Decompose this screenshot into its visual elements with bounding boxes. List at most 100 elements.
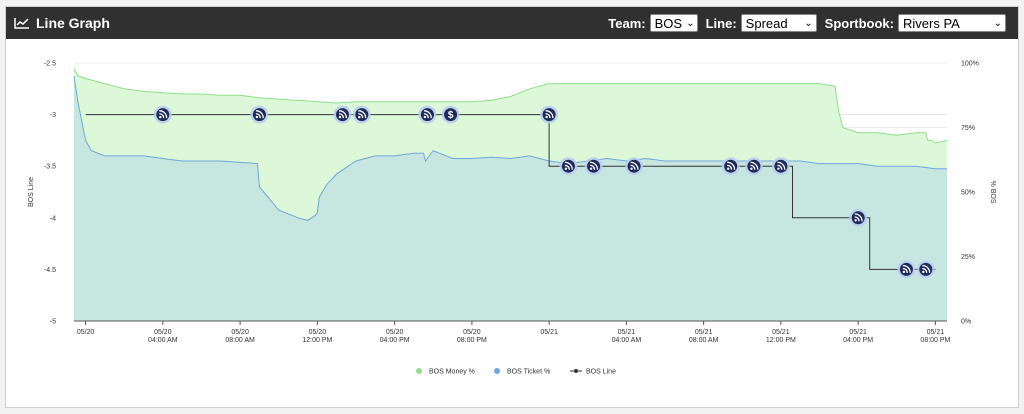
legend-swatch (494, 368, 500, 374)
line-chart-icon (14, 18, 29, 29)
x-tick-label: 08:00 PM (457, 337, 487, 344)
y-left-tick-label: -3 (50, 112, 56, 119)
y-right-tick-label: 50% (961, 190, 975, 197)
x-tick-label: 05/20 (386, 329, 404, 336)
rss-arc (922, 267, 928, 273)
rss-icon (849, 208, 868, 227)
rss-dot (922, 270, 925, 274)
team-select-value: BOS (654, 15, 683, 31)
chevron-down-icon: ⌄ (993, 17, 1002, 29)
rss-icon (721, 157, 740, 176)
x-tick-label: 08:00 AM (225, 337, 255, 344)
rss-icon (897, 260, 916, 279)
rss-icon (559, 157, 578, 176)
rss-arc (750, 164, 756, 170)
rss-arc (727, 164, 733, 170)
rss-icon (584, 157, 603, 176)
rss-arc (777, 161, 786, 170)
sportbook-select-value: Rivers PA (903, 15, 960, 31)
rss-arc (159, 113, 165, 119)
line-label: Line: (705, 15, 737, 31)
rss-icon (333, 105, 352, 124)
rss-dot (589, 167, 593, 170)
team-label: Team: (608, 15, 646, 31)
rss-arc (854, 216, 860, 222)
rss-arc (854, 213, 863, 222)
rss-icon (625, 157, 644, 176)
rss-icon (771, 157, 790, 176)
series-line-bos-money- (73, 67, 948, 144)
chevron-down-icon: ⌄ (686, 17, 695, 29)
legend-label: BOS Line (586, 369, 616, 376)
rss-icon (250, 105, 269, 124)
rss-arc (338, 110, 347, 119)
rss-arc (630, 161, 639, 170)
rss-icon (418, 105, 437, 124)
x-tick-label: 05/21 (772, 329, 790, 336)
x-tick-label: 05/20 (309, 329, 327, 336)
legend-label: BOS Money % (429, 369, 475, 376)
x-tick-label: 05/21 (695, 329, 713, 336)
rss-dot (854, 219, 857, 222)
rss-icon (916, 260, 935, 279)
rss-arc (423, 113, 429, 119)
rss-arc (358, 113, 364, 119)
rss-dot (564, 167, 568, 170)
rss-arc (255, 113, 261, 119)
x-tick-label: 04:00 AM (612, 337, 642, 344)
rss-dot (902, 270, 906, 274)
legend-item: BOS Money % (416, 368, 475, 376)
dollar-icon: $ (441, 105, 460, 124)
rss-arc (630, 164, 636, 170)
rss-arc (902, 267, 908, 273)
rss-dot (545, 115, 548, 119)
x-tick-label: 08:00 AM (689, 337, 719, 344)
y-left-tick-label: -5 (50, 319, 56, 326)
rss-arc (727, 161, 736, 170)
rss-icon (352, 105, 371, 124)
rss-dot (255, 115, 259, 119)
y-left-tick-label: -4 (50, 215, 56, 222)
legend-item: BOS Line (570, 369, 616, 376)
x-tick-label: 05/20 (154, 329, 172, 336)
sportbook-select[interactable]: Rivers PA ⌄ (898, 14, 1006, 32)
x-tick-label: 05/20 (77, 329, 95, 336)
x-tick-label: 12:00 PM (766, 337, 796, 344)
x-tick-label: 05/21 (849, 329, 867, 336)
line-graph-panel: Line Graph Team: BOS ⌄ Line: Spread ⌄ Sp… (5, 6, 1019, 408)
team-select[interactable]: BOS ⌄ (649, 14, 698, 32)
x-tick-label: 04:00 AM (148, 337, 178, 344)
rss-icon (153, 105, 172, 124)
chevron-down-icon: ⌄ (804, 17, 813, 29)
rss-arc (922, 264, 931, 273)
rss-arc (545, 110, 554, 119)
y-right-axis-title: % BOS (989, 181, 996, 204)
rss-dot (727, 167, 730, 170)
y-left-tick-label: -4.5 (44, 267, 56, 274)
rss-dot (630, 167, 633, 170)
y-right-tick-label: 75% (961, 125, 975, 132)
line-select-value: Spread (745, 15, 788, 31)
legend-swatch-dot (574, 369, 578, 373)
rss-dot (159, 115, 162, 119)
rss-arc (255, 110, 264, 119)
rss-dot (338, 115, 342, 119)
x-tick-label: 05/20 (463, 329, 481, 336)
rss-arc (564, 161, 573, 170)
legend-label: BOS Ticket % (507, 369, 550, 376)
rss-arc (545, 113, 551, 119)
rss-arc (590, 164, 596, 170)
line-select[interactable]: Spread ⌄ (740, 14, 817, 32)
rss-arc (338, 113, 344, 119)
panel-header: Line Graph Team: BOS ⌄ Line: Spread ⌄ Sp… (6, 7, 1018, 39)
rss-icon (744, 157, 763, 176)
y-right-tick-label: 100% (961, 61, 979, 68)
panel-title: Line Graph (36, 15, 110, 31)
x-tick-label: 05/20 (231, 329, 249, 336)
rss-arc (159, 110, 168, 119)
x-tick-label: 08:00 PM (920, 337, 950, 344)
x-tick-label: 05/21 (540, 329, 558, 336)
area-bos-ticket- (74, 75, 947, 322)
dollar-glyph: $ (448, 110, 454, 121)
rss-arc (590, 161, 599, 170)
